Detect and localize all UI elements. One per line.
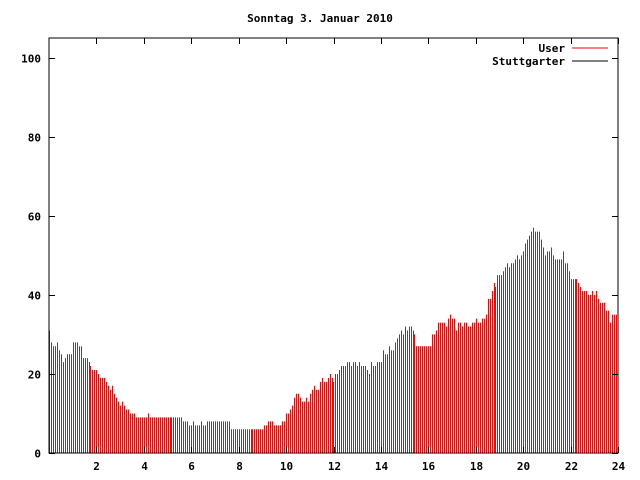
bars-group — [49, 227, 617, 453]
plot-border — [48, 37, 619, 454]
ytick-label: 20 — [28, 369, 41, 382]
xtick-label: 20 — [517, 460, 530, 473]
xtick-label: 24 — [612, 460, 626, 473]
ytick-label: 100 — [21, 53, 41, 66]
ytick-label: 0 — [34, 448, 41, 461]
ytick-label: 40 — [28, 290, 41, 303]
xtick-label: 8 — [236, 460, 243, 473]
legend-label-user: User — [539, 42, 566, 55]
xtick-label: 2 — [93, 460, 100, 473]
xtick-label: 22 — [565, 460, 578, 473]
chart-title: Sonntag 3. Januar 2010 — [247, 12, 393, 25]
xtick-label: 12 — [328, 460, 341, 473]
legend-label-stuttgarter: Stuttgarter — [492, 55, 565, 68]
xtick-label: 18 — [470, 460, 483, 473]
xtick-label: 4 — [141, 460, 148, 473]
xtick-label: 16 — [422, 460, 436, 473]
xtick-label: 10 — [280, 460, 293, 473]
xtick-label: 14 — [375, 460, 389, 473]
ytick-label: 60 — [28, 211, 41, 224]
ytick-label: 80 — [28, 132, 41, 145]
xtick-label: 6 — [188, 460, 195, 473]
legend: User Stuttgarter — [492, 42, 608, 68]
